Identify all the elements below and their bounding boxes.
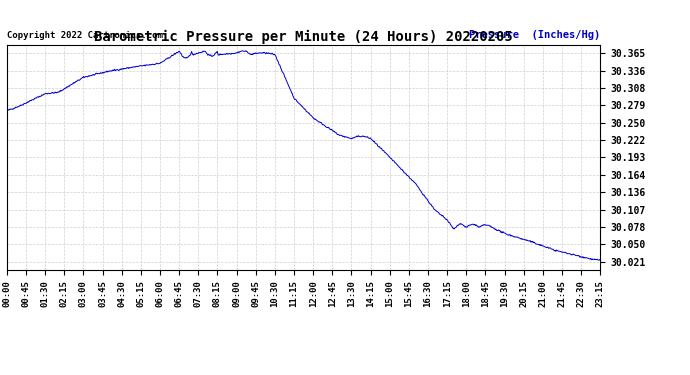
Text: Copyright 2022 Cartronics.com: Copyright 2022 Cartronics.com	[7, 32, 163, 40]
Text: Pressure  (Inches/Hg): Pressure (Inches/Hg)	[469, 30, 600, 40]
Title: Barometric Pressure per Minute (24 Hours) 20220205: Barometric Pressure per Minute (24 Hours…	[95, 30, 513, 44]
